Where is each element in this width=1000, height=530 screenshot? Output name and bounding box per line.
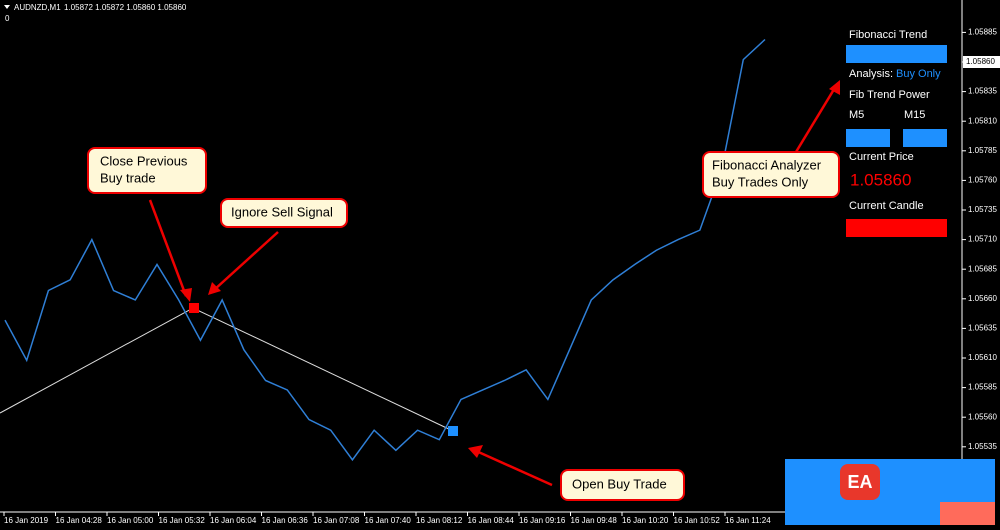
price-tick-label: 1.05585 xyxy=(968,383,997,392)
logo-corner xyxy=(940,502,995,525)
note-text: Buy Trades Only xyxy=(712,174,809,189)
time-tick-label: 16 Jan 07:08 xyxy=(313,516,360,525)
analysis-value: Buy Only xyxy=(896,68,941,80)
m5-bar xyxy=(846,129,890,147)
power-title: Fib Trend Power xyxy=(849,89,930,101)
m15-bar xyxy=(903,129,947,147)
price-title: Current Price xyxy=(849,151,914,163)
sell-signal xyxy=(189,303,199,313)
zero: 0 xyxy=(5,14,10,23)
logo-badge xyxy=(840,464,880,500)
arrow xyxy=(213,231,279,291)
note-box xyxy=(220,198,348,228)
price-tick-label: 1.05710 xyxy=(968,235,997,244)
buy-signal xyxy=(448,426,458,436)
price-tick-label: 1.05535 xyxy=(968,442,997,451)
note-text: Buy trade xyxy=(100,170,156,185)
time-tick-label: 16 Jan 08:44 xyxy=(468,516,515,525)
price-tick-label: 1.05685 xyxy=(968,264,997,273)
m5-label: M5 xyxy=(849,109,864,121)
price-tick-label: 1.05810 xyxy=(968,116,997,125)
note-text: Fibonacci Analyzer xyxy=(712,157,822,172)
price-tick-label: 1.05610 xyxy=(968,353,997,362)
time-tick-label: 16 Jan 08:12 xyxy=(416,516,463,525)
price-tick-label: 1.05760 xyxy=(968,176,997,185)
note-text: Open Buy Trade xyxy=(572,476,667,491)
price-tick-label: 1.05560 xyxy=(968,412,997,421)
price-tick-label: 1.05660 xyxy=(968,294,997,303)
menu-arrow xyxy=(4,5,10,9)
note-box xyxy=(87,147,207,194)
time-tick-label: 16 Jan 10:20 xyxy=(622,516,669,525)
price-tick-label: 1.05735 xyxy=(968,205,997,214)
logo-text: EA xyxy=(847,472,872,492)
symbol: AUDNZD,M1 xyxy=(14,3,61,12)
candle-title: Current Candle xyxy=(849,200,924,212)
time-tick-label: 16 Jan 07:40 xyxy=(365,516,412,525)
time-tick-label: 16 Jan 06:04 xyxy=(210,516,257,525)
price-tick-label: 1.05635 xyxy=(968,324,997,333)
price-tick-label: 1.05785 xyxy=(968,146,997,155)
panel-title: Fibonacci Trend xyxy=(849,29,927,41)
time-tick-label: 16 Jan 05:00 xyxy=(107,516,154,525)
time-tick-label: 16 Jan 2019 xyxy=(4,516,49,525)
note-box xyxy=(702,151,840,198)
current-price-box xyxy=(963,56,1000,68)
time-tick-label: 16 Jan 04:28 xyxy=(56,516,103,525)
arrows xyxy=(148,80,840,487)
ohlc: 1.05872 1.05872 1.05860 1.05860 xyxy=(64,3,187,12)
candle-bar xyxy=(846,219,947,237)
arrow xyxy=(473,448,553,487)
note-box xyxy=(560,469,685,501)
note-text: Close Previous xyxy=(100,153,188,168)
time-tick-label: 16 Jan 11:24 xyxy=(725,516,771,525)
trend-bar xyxy=(846,45,947,63)
time-tick-label: 16 Jan 09:48 xyxy=(571,516,618,525)
price-value: 1.05860 xyxy=(850,170,911,189)
arrow xyxy=(148,199,188,297)
analysis-label: Analysis: xyxy=(849,68,893,80)
price-tick-label: 1.05885 xyxy=(968,28,997,37)
time-tick-label: 16 Jan 06:36 xyxy=(262,516,309,525)
time-tick-label: 16 Jan 05:32 xyxy=(159,516,206,525)
price-tick-label: 1.05835 xyxy=(968,87,997,96)
current-price-label: 1.05860 xyxy=(966,57,995,66)
m15-label: M15 xyxy=(904,109,925,121)
note-text: Ignore Sell Signal xyxy=(231,204,333,219)
time-tick-label: 16 Jan 10:52 xyxy=(674,516,721,525)
time-tick-label: 16 Jan 09:16 xyxy=(519,516,566,525)
arrow xyxy=(794,85,838,153)
price-line xyxy=(4,38,766,462)
